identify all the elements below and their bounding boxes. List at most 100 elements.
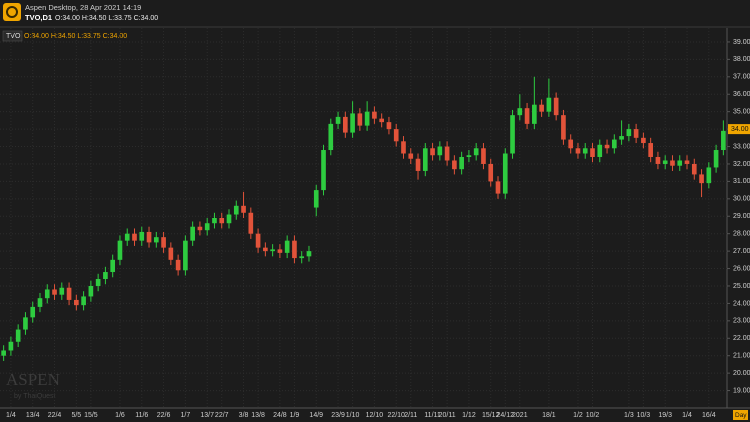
- candle-body: [270, 249, 275, 252]
- x-tick-label: 20/11: [439, 412, 456, 419]
- candle-body: [619, 136, 624, 140]
- y-tick-label: 22.00: [733, 335, 750, 342]
- candle-body: [88, 285, 94, 297]
- y-tick-label: 36.00: [733, 91, 750, 98]
- candle-body: [582, 148, 588, 154]
- x-tick-label: 13/8: [251, 412, 265, 419]
- timeframe-box[interactable]: [733, 410, 748, 420]
- candle-body: [430, 148, 435, 156]
- y-tick-label: 25.00: [733, 283, 750, 290]
- candle-body: [495, 181, 501, 194]
- candle-body: [444, 146, 450, 161]
- y-tick-label: 39.00: [733, 39, 750, 46]
- candle-body: [502, 153, 508, 194]
- candle-body: [437, 146, 443, 156]
- legend-symbol-box: [2, 30, 23, 42]
- y-tick-label: 35.00: [733, 109, 750, 116]
- candle-body: [590, 148, 595, 157]
- x-tick-label: 1/9: [290, 412, 300, 419]
- app-icon[interactable]: [3, 3, 21, 21]
- candle-body: [74, 299, 79, 306]
- x-tick-label: 10/3: [637, 412, 651, 419]
- y-tick-label: 32.00: [733, 161, 750, 168]
- y-tick-label: 38.00: [733, 56, 750, 63]
- candle-body: [342, 116, 348, 133]
- x-tick-label: 10/2: [586, 412, 600, 419]
- x-tick-label: 2/11: [404, 412, 417, 419]
- x-tick-label: 19/3: [658, 412, 672, 419]
- candle-body: [183, 240, 188, 271]
- x-tick-label: 24/8: [273, 412, 287, 419]
- timeframe: Day: [735, 412, 747, 419]
- candle-body: [459, 156, 464, 170]
- candle-body: [168, 247, 174, 260]
- candle-body: [706, 167, 712, 184]
- candle-body: [611, 139, 617, 149]
- candle-body: [626, 129, 632, 137]
- y-tick-label: 30.00: [733, 196, 750, 203]
- last-price-label: 34.00: [731, 126, 749, 133]
- y-tick-label: 27.00: [733, 248, 750, 255]
- y-tick-label: 24.00: [733, 300, 750, 307]
- candle-body: [655, 156, 661, 164]
- candle-body: [532, 104, 537, 124]
- candle-body: [408, 153, 414, 159]
- candle-body: [553, 97, 559, 116]
- x-tick-label: 22/4: [48, 412, 62, 419]
- candle-body: [15, 329, 21, 342]
- candle-body: [197, 226, 203, 231]
- candle-body: [233, 205, 239, 215]
- x-tick-label: 1/6: [115, 412, 125, 419]
- x-tick-label: 22/7: [215, 412, 229, 419]
- x-tick-label: 11/11: [424, 412, 441, 419]
- candle-body: [677, 160, 683, 166]
- candle-body: [44, 289, 50, 299]
- candle-body: [81, 296, 86, 306]
- candle-body: [670, 160, 675, 166]
- x-tick-label: 22/10: [387, 412, 405, 419]
- candle-body: [1, 350, 6, 356]
- legend-symbol: TVO: [6, 33, 21, 40]
- x-tick-label: 13/7: [200, 412, 214, 419]
- legend-ohlc: O:34.00 H:34.50 L:33.75 C:34.00: [24, 33, 127, 40]
- candle-body: [117, 240, 123, 260]
- candle-body: [248, 212, 254, 234]
- candle-body: [575, 148, 581, 154]
- y-tick-label: 33.00: [733, 143, 750, 150]
- candle-body: [219, 218, 225, 224]
- x-tick-label: 23/9: [331, 412, 345, 419]
- candle-body: [23, 317, 28, 330]
- candle-body: [110, 259, 116, 273]
- candle-body: [691, 163, 697, 175]
- candle-body: [364, 111, 370, 126]
- y-tick-label: 23.00: [733, 318, 750, 325]
- candle-body: [299, 256, 305, 259]
- candle-body: [292, 240, 297, 259]
- candle-body: [161, 237, 166, 248]
- candle-body: [277, 249, 283, 253]
- candle-body: [59, 287, 65, 295]
- x-tick-label: 1/12: [462, 412, 476, 419]
- candle-body: [190, 226, 195, 241]
- candle-body: [721, 130, 726, 151]
- x-tick-label: 1/2: [573, 412, 583, 419]
- x-tick-label: 1/10: [346, 412, 360, 419]
- x-tick-label: 14/9: [309, 412, 323, 419]
- candle-body: [568, 139, 574, 149]
- candle-body: [539, 104, 544, 112]
- candle-body: [313, 190, 319, 208]
- candle-body: [684, 160, 690, 164]
- candle-body: [204, 223, 210, 231]
- x-tick-label: 3/8: [239, 412, 249, 419]
- x-tick-label: 22/6: [157, 412, 171, 419]
- x-tick-label: 5/5: [71, 412, 81, 419]
- y-tick-label: 28.00: [733, 231, 750, 238]
- candle-body: [524, 108, 530, 124]
- candle-body: [481, 148, 486, 164]
- candle-body: [241, 205, 246, 213]
- x-tick-label: 16/4: [702, 412, 716, 419]
- symbol: TVO,D1: [25, 13, 52, 22]
